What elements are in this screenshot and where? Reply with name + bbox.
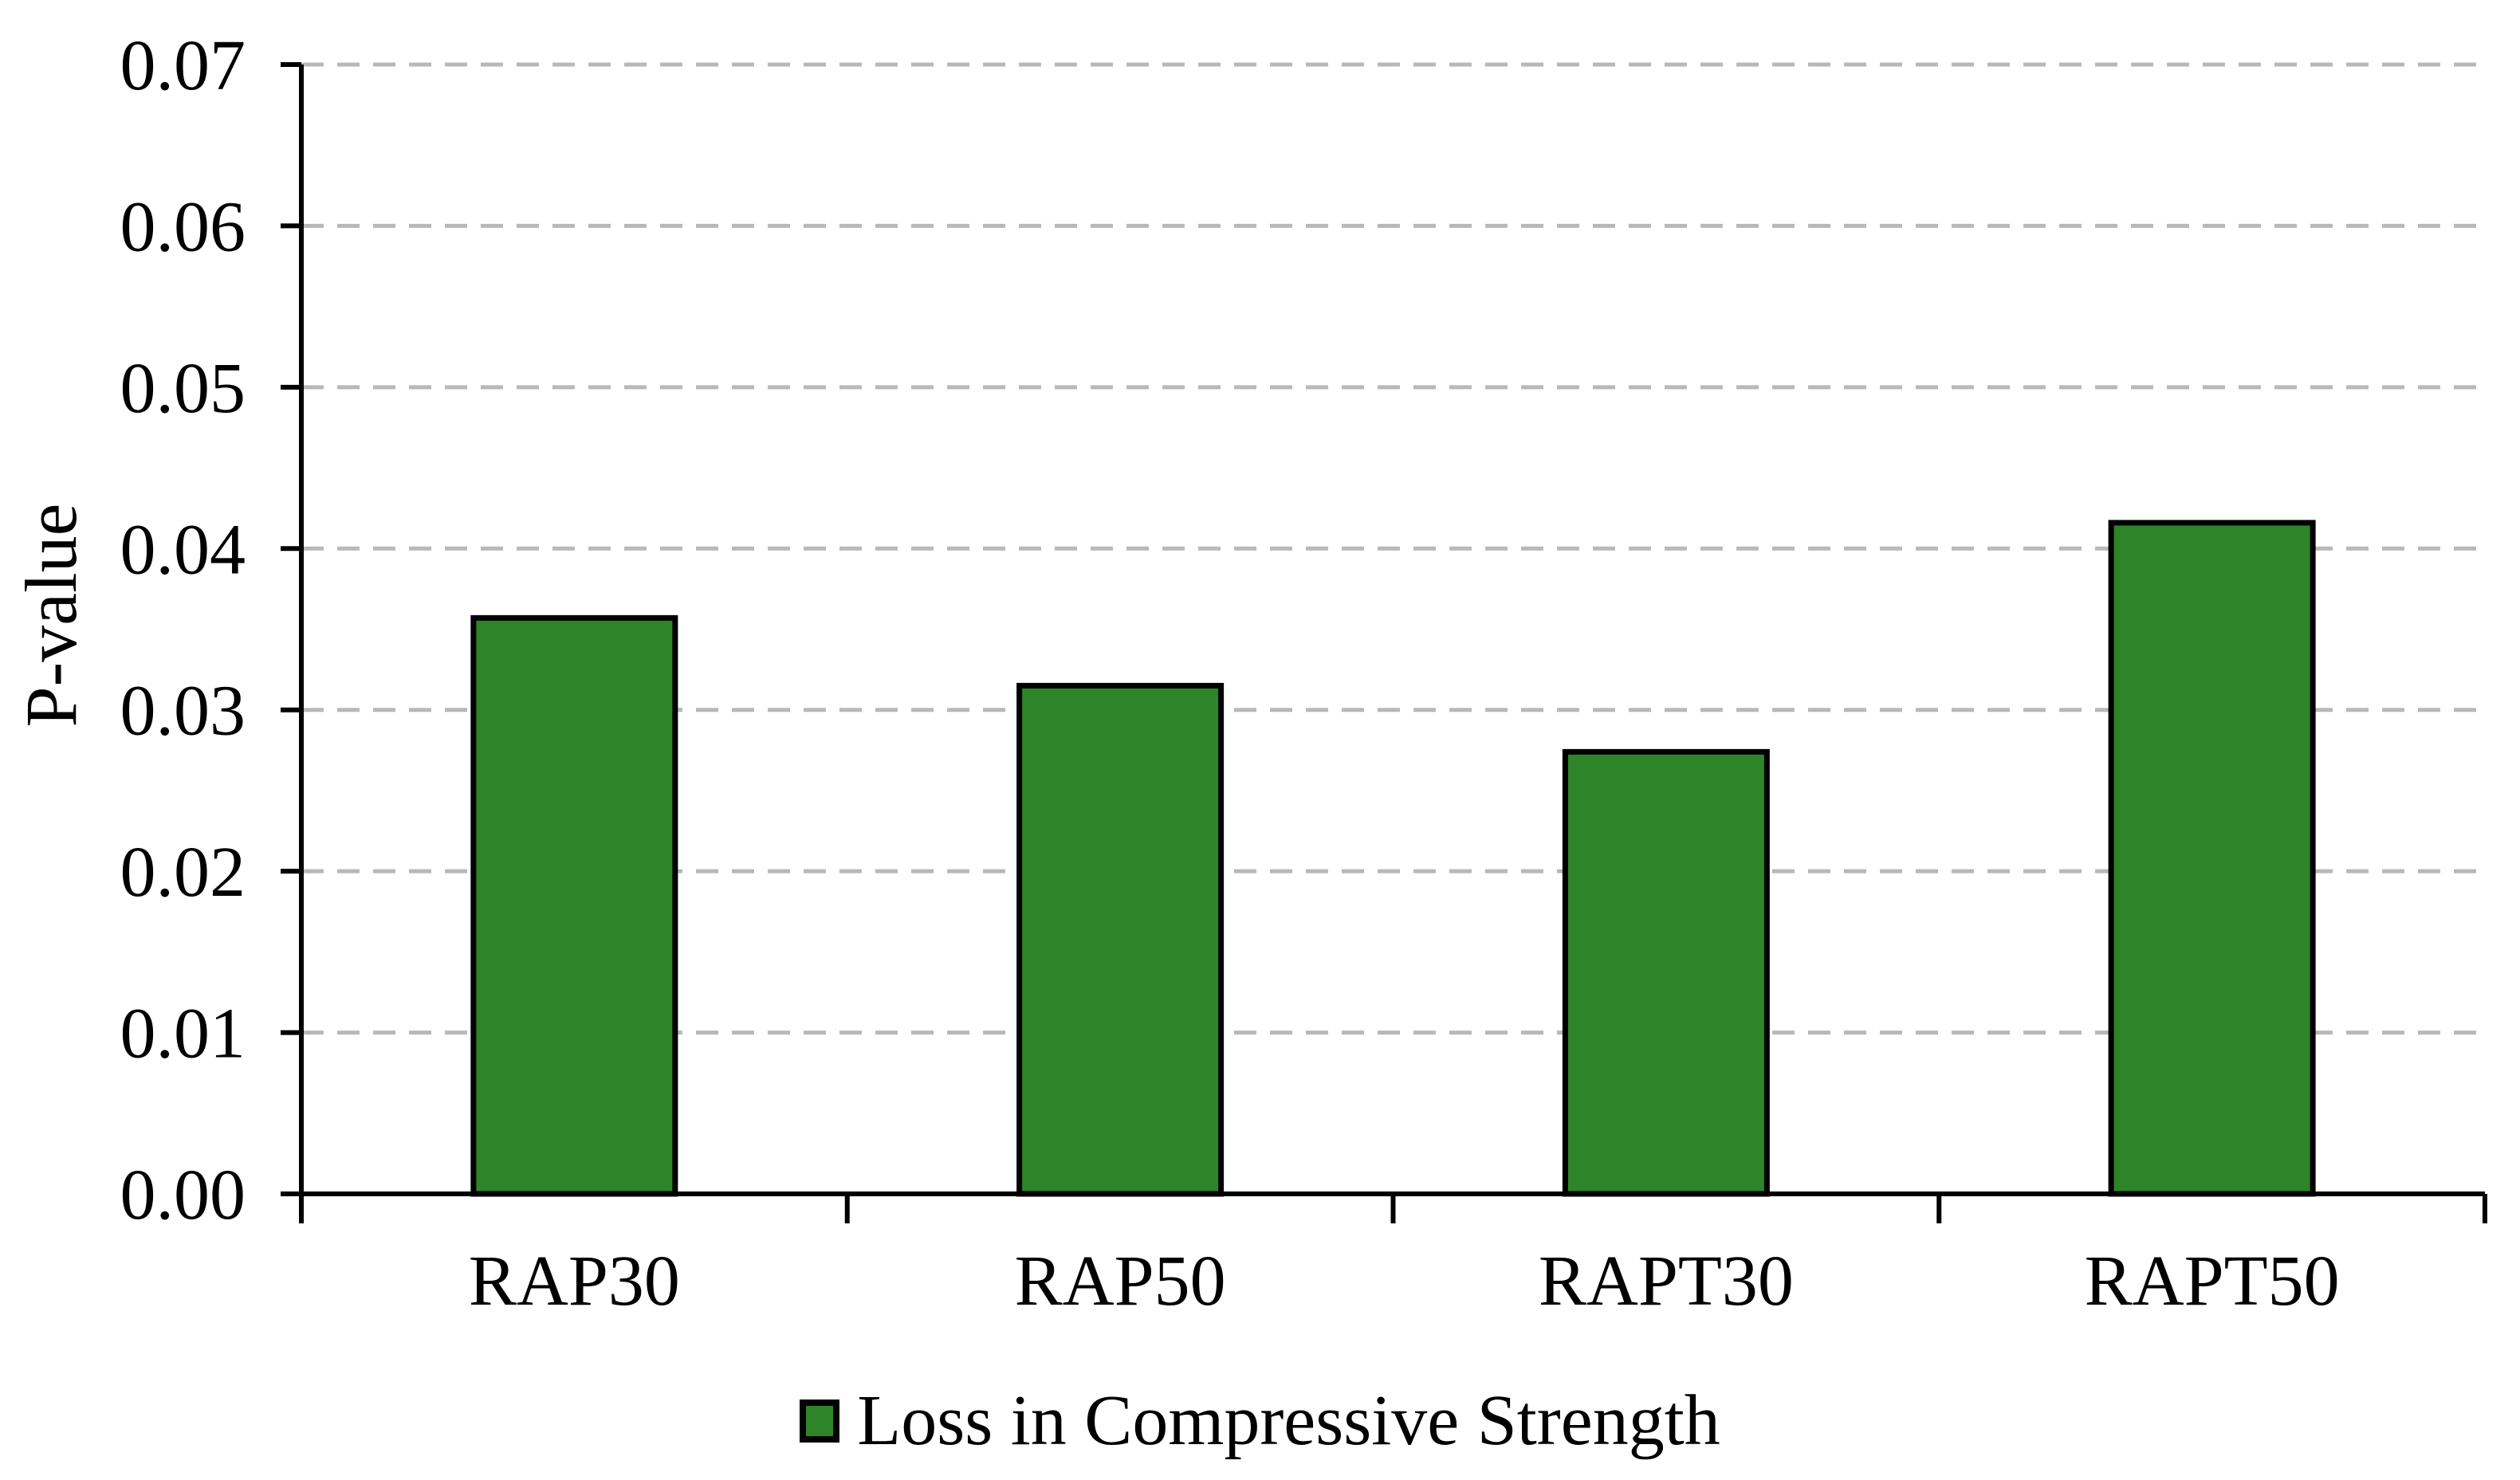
x-axis-category-label: RAP30 [469, 1242, 680, 1321]
x-axis-category-label: RAPT30 [1539, 1242, 1794, 1321]
legend-marker-icon [800, 1400, 840, 1443]
y-axis-tick-label: 0.06 [120, 187, 246, 266]
y-axis-tick-label: 0.03 [120, 672, 246, 751]
legend-label: Loss in Compressive Strength [857, 1381, 1720, 1460]
labels-layer: 0.00 0.01 0.02 0.03 0.04 0.05 0.06 0.07 RAP30 RAP… [10, 26, 2340, 1321]
y-axis-tick-label: 0.07 [120, 26, 246, 105]
x-axis-category-label: RAP50 [1015, 1242, 1226, 1321]
bar-rapt30 [1562, 748, 1770, 1197]
y-axis-tick-label: 0.00 [120, 1156, 246, 1235]
bar-rap30 [470, 614, 678, 1197]
y-axis-tick-label: 0.02 [120, 833, 246, 912]
x-axis-category-label: RAPT50 [2085, 1242, 2340, 1321]
y-axis-tick-label: 0.05 [120, 349, 246, 428]
bar-rap50 [1016, 682, 1225, 1197]
bars-layer [470, 520, 2316, 1197]
chart-legend: Loss in Compressive Strength [0, 1385, 2520, 1457]
y-axis-tick-label: 0.04 [120, 510, 246, 589]
y-axis-title: P-value [10, 503, 92, 727]
axes-layer [281, 62, 2487, 1223]
bar-rapt50 [2108, 520, 2316, 1197]
y-axis-tick-label: 0.01 [120, 995, 246, 1074]
